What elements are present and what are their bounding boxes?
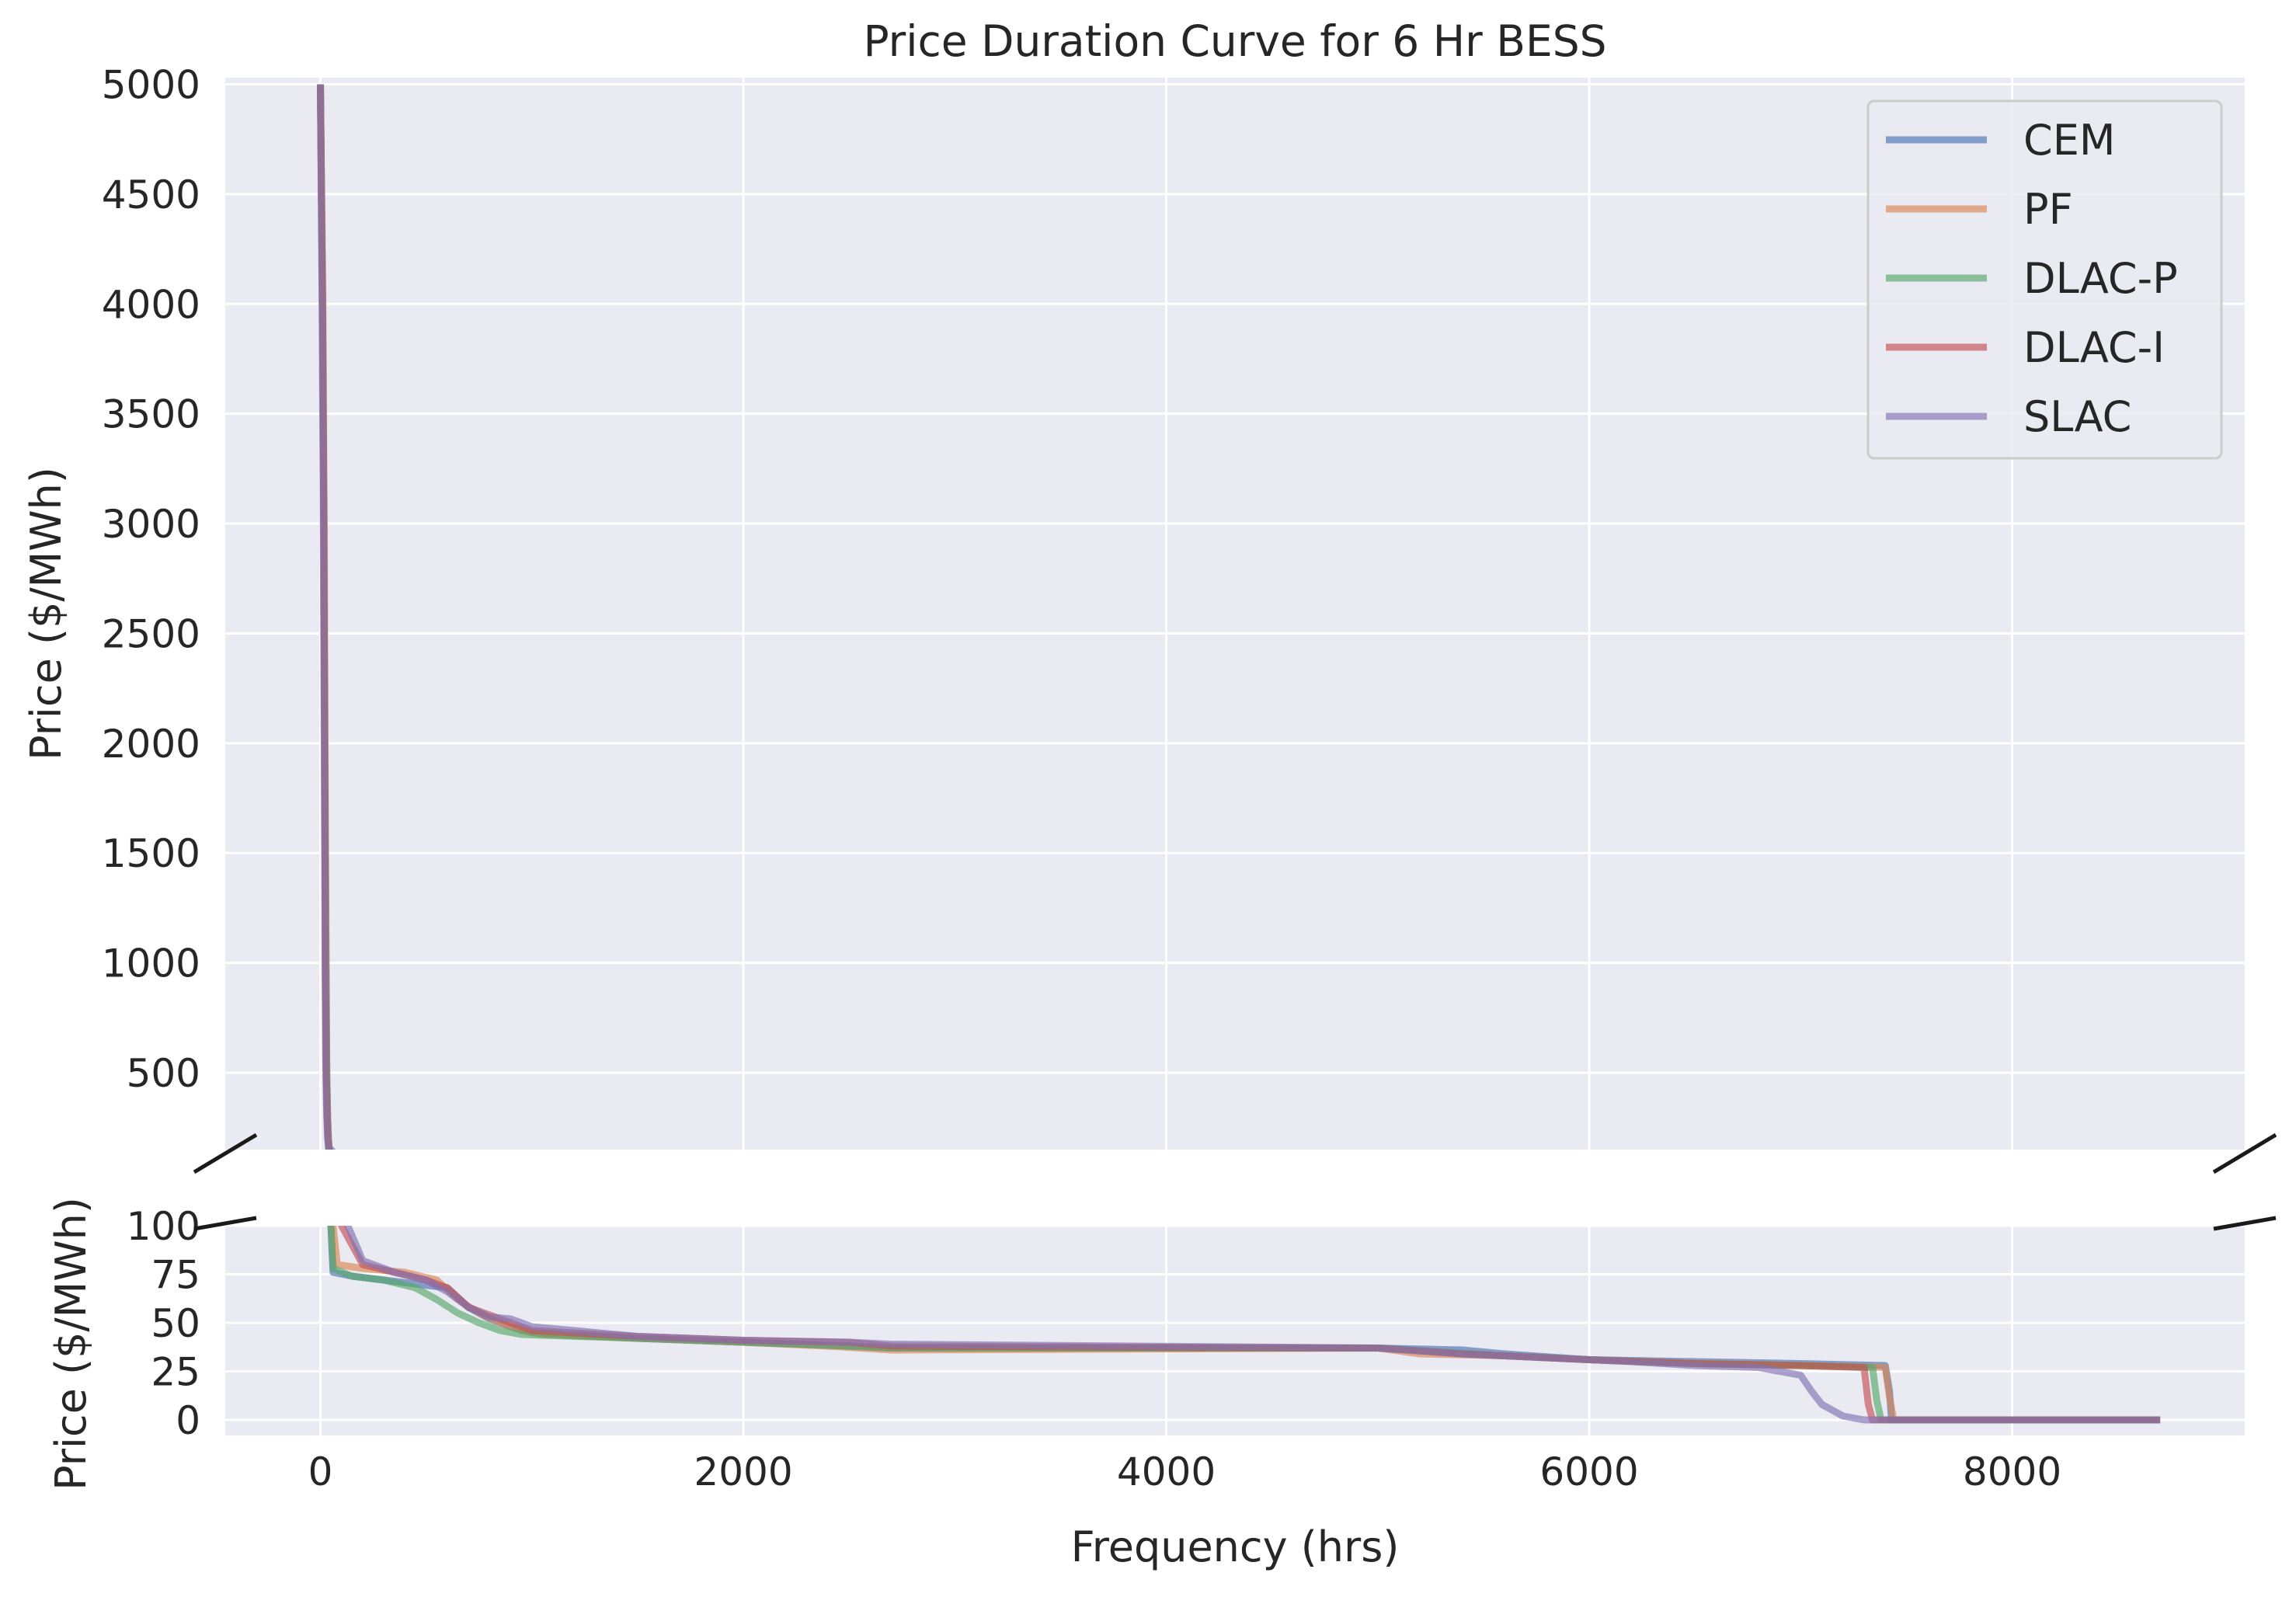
- x-tick-8000: 8000: [1963, 1449, 2061, 1494]
- top-y-tick-3500: 3500: [102, 392, 200, 437]
- series-line-top-slac: [317, 84, 336, 1150]
- legend-label-dlac-i: DLAC-I: [2023, 323, 2165, 372]
- axis-break-marks: [193, 1133, 2277, 1231]
- top-y-tick-2500: 2500: [102, 611, 200, 656]
- x-axis-title: Frequency (hrs): [1071, 1522, 1400, 1571]
- chart-title: Price Duration Curve for 6 Hr BESS: [863, 16, 1606, 66]
- break-mark-top-right: [2212, 1133, 2277, 1174]
- top-y-tick-1000: 1000: [102, 941, 200, 986]
- top-y-tick-1500: 1500: [102, 831, 200, 876]
- bottom-series-lines: [327, 1226, 2161, 1424]
- series-line-bottom-slac: [344, 1226, 2161, 1424]
- x-tick-0: 0: [308, 1449, 333, 1494]
- x-tick-2000: 2000: [694, 1449, 792, 1494]
- bottom-y-tick-50: 50: [151, 1301, 200, 1346]
- bottom-y-tick-0: 0: [176, 1398, 200, 1443]
- x-tick-labels: 0 2000 4000 6000 8000: [308, 1449, 2062, 1494]
- bottom-y-tick-25: 25: [151, 1350, 200, 1395]
- legend-box: [1866, 99, 2223, 460]
- top-gridlines: [225, 78, 2245, 1150]
- break-mark-bottom-left: [193, 1216, 257, 1231]
- top-y-tick-4000: 4000: [102, 282, 200, 327]
- legend-label-slac: SLAC: [2023, 392, 2131, 441]
- top-series-lines: [317, 84, 336, 1150]
- top-y-tick-labels: 500 1000 1500 2000 2500 3000 3500 4000 4500 5000: [102, 62, 200, 1096]
- y-axis-title-top: Price ($/MWh): [22, 467, 71, 760]
- y-axis-title-bottom: Price ($/MWh): [47, 1197, 96, 1491]
- bottom-y-tick-75: 75: [151, 1253, 200, 1298]
- legend: CEM PF DLAC-P DLAC-I SLAC: [1866, 99, 2223, 460]
- top-y-tick-5000: 5000: [102, 62, 200, 107]
- legend-label-cem: CEM: [2023, 116, 2115, 165]
- x-tick-4000: 4000: [1117, 1449, 1216, 1494]
- top-y-tick-4500: 4500: [102, 172, 200, 217]
- legend-label-dlac-p: DLAC-P: [2023, 254, 2178, 303]
- break-mark-top-left: [193, 1133, 258, 1174]
- top-y-tick-2000: 2000: [102, 722, 200, 767]
- bottom-y-tick-100: 100: [127, 1204, 200, 1249]
- break-mark-bottom-right: [2213, 1216, 2277, 1231]
- legend-label-pf: PF: [2023, 185, 2073, 234]
- top-y-tick-3000: 3000: [102, 502, 200, 547]
- top-y-tick-500: 500: [127, 1051, 200, 1096]
- x-tick-6000: 6000: [1539, 1449, 1638, 1494]
